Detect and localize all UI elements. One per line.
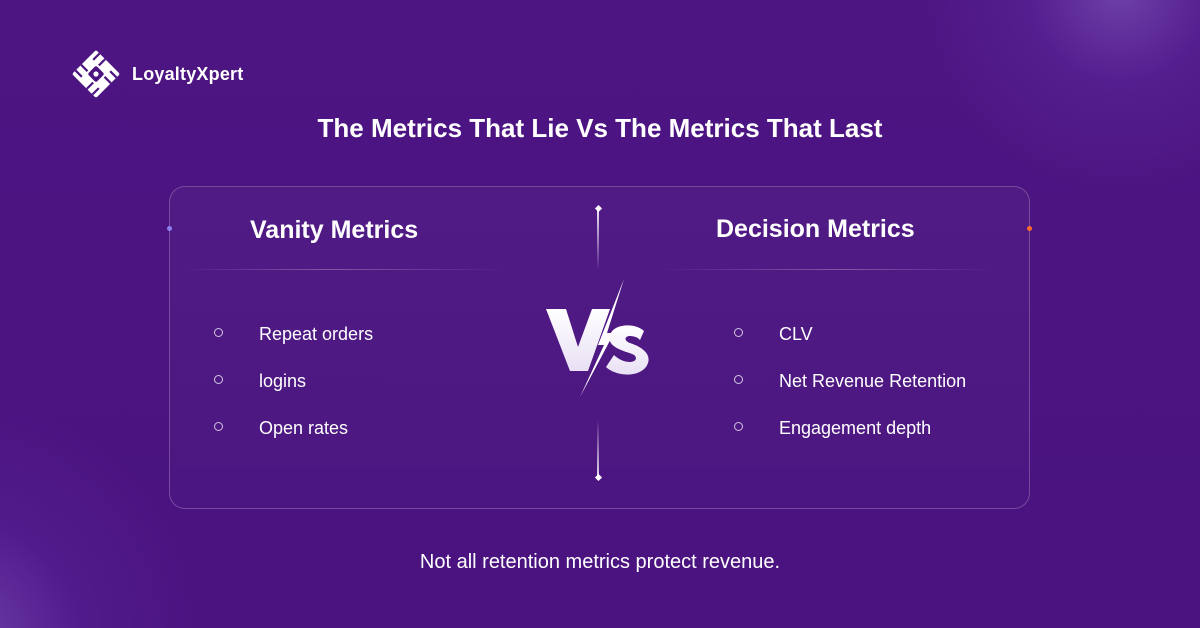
- decision-metrics-heading: Decision Metrics: [716, 215, 915, 243]
- bullet-circle-icon: [214, 422, 223, 431]
- vs-icon: [546, 279, 649, 397]
- bullet-circle-icon: [214, 328, 223, 337]
- loyaltyxpert-logo-icon: [72, 50, 120, 98]
- brand-logo: LoyaltyXpert: [68, 46, 243, 102]
- bullet-circle-icon: [734, 422, 743, 431]
- list-item-label: Engagement depth: [779, 417, 932, 438]
- list-item: Engagement depth: [734, 404, 966, 451]
- brand-name: LoyaltyXpert: [132, 63, 244, 84]
- bullet-circle-icon: [734, 328, 743, 337]
- footer-caption: Not all retention metrics protect revenu…: [419, 551, 781, 573]
- list-item-label: Open rates: [259, 417, 349, 438]
- list-item-label: logins: [259, 370, 307, 391]
- list-item-label: Net Revenue Retention: [779, 370, 967, 391]
- page-title: The Metrics That Lie Vs The Metrics That…: [317, 113, 883, 143]
- list-item-label: Repeat orders: [259, 323, 374, 344]
- bullet-circle-icon: [214, 375, 223, 384]
- list-item-label: CLV: [779, 323, 813, 344]
- list-item: Repeat orders: [214, 310, 373, 357]
- left-accent-dot: [167, 226, 172, 231]
- right-accent-dot: [1027, 226, 1032, 231]
- comparison-panel: [169, 186, 1030, 509]
- list-item: Net Revenue Retention: [734, 357, 966, 404]
- right-heading-divider: [655, 269, 995, 270]
- list-item: Open rates: [214, 404, 373, 451]
- list-item: CLV: [734, 310, 966, 357]
- center-divider-bottom: [597, 420, 599, 480]
- list-item: logins: [214, 357, 373, 404]
- left-heading-divider: [180, 269, 510, 270]
- center-divider-top: [597, 210, 599, 270]
- vanity-metrics-heading: Vanity Metrics: [250, 216, 419, 244]
- vanity-metrics-list: Repeat orders logins Open rates: [214, 310, 373, 451]
- bullet-circle-icon: [734, 375, 743, 384]
- decision-metrics-list: CLV Net Revenue Retention Engagement dep…: [734, 310, 966, 451]
